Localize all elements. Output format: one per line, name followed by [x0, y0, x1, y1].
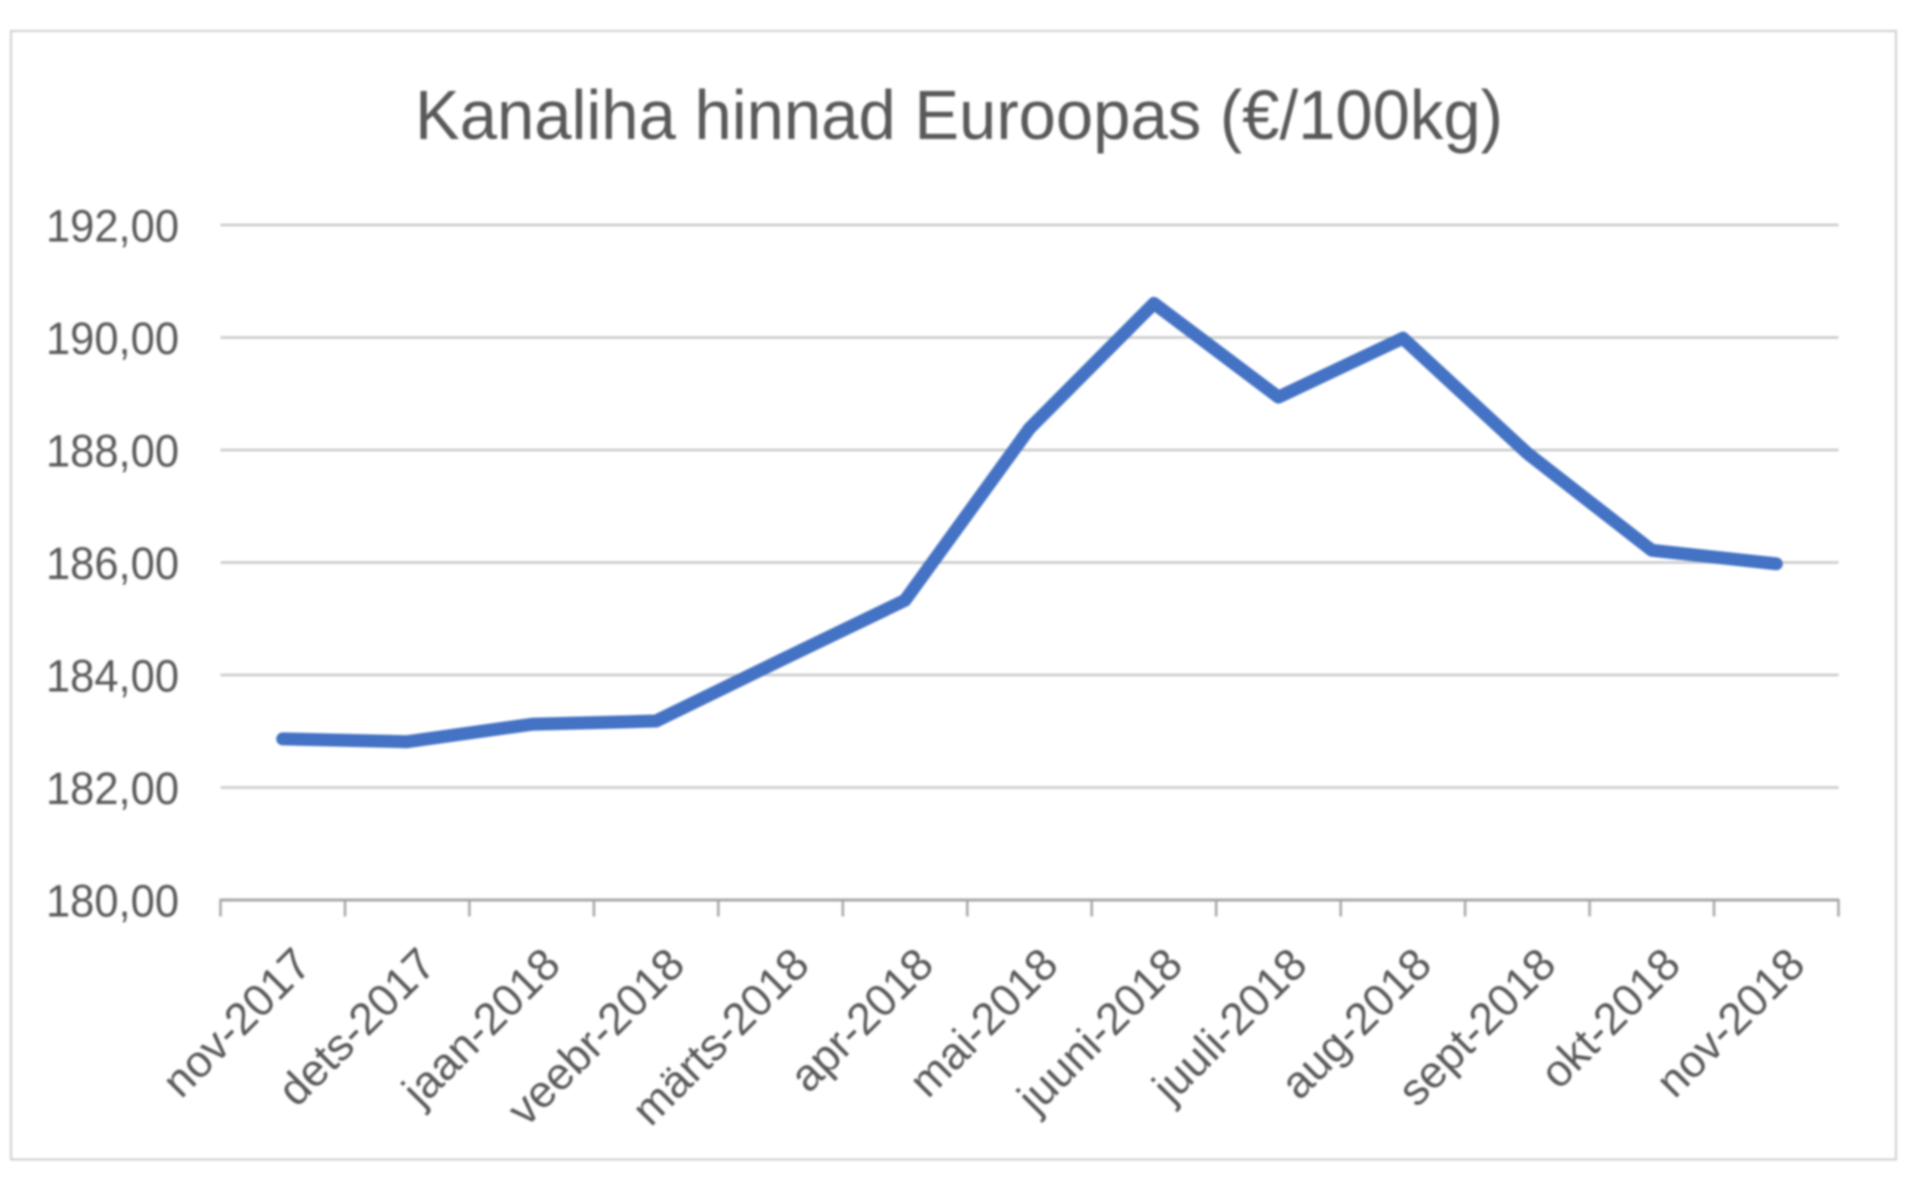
svg-text:184,00: 184,00 [46, 650, 179, 701]
svg-text:180,00: 180,00 [46, 875, 179, 926]
svg-text:188,00: 188,00 [46, 425, 179, 476]
svg-text:182,00: 182,00 [46, 763, 179, 814]
svg-text:192,00: 192,00 [46, 200, 179, 251]
svg-text:190,00: 190,00 [46, 313, 179, 364]
svg-text:186,00: 186,00 [46, 538, 179, 589]
svg-text:Kanaliha hinnad Euroopas (€/10: Kanaliha hinnad Euroopas (€/100kg) [415, 76, 1503, 154]
